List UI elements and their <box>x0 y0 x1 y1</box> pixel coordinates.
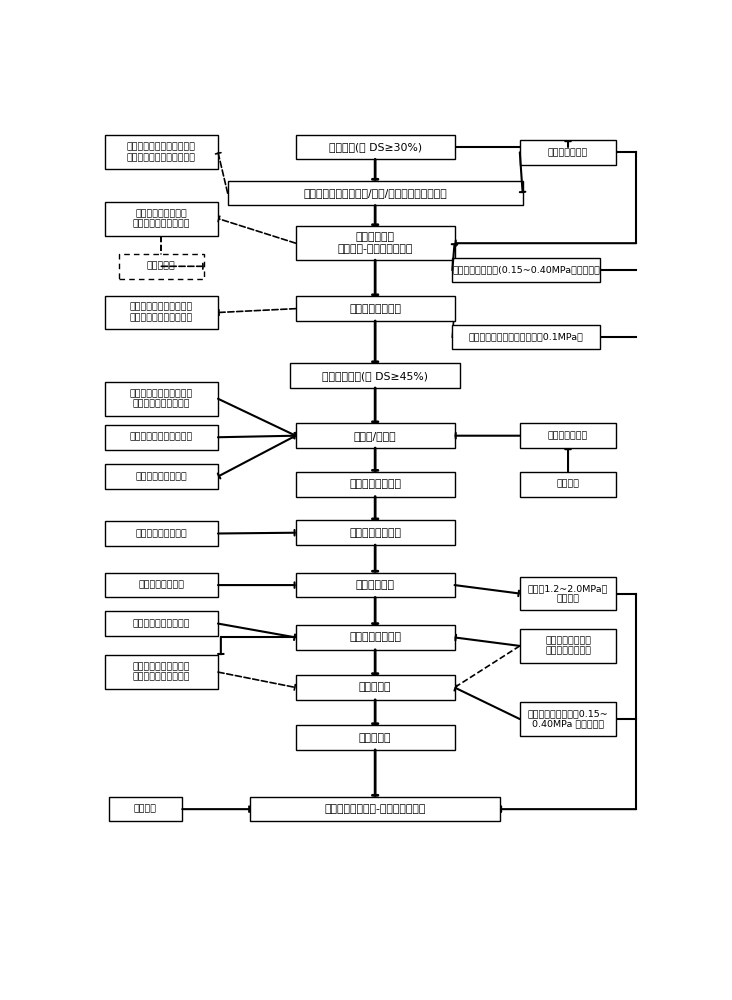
Bar <box>290 363 460 388</box>
Text: 汽轮机出口乏蒸汽(0.15~0.40MPa过热蒸汽）: 汽轮机出口乏蒸汽(0.15~0.40MPa过热蒸汽） <box>452 266 600 275</box>
Text: 汽轮机出口乏蒸汽（0.15~
0.40MPa 过热蒸汽）: 汽轮机出口乏蒸汽（0.15~ 0.40MPa 过热蒸汽） <box>528 709 608 729</box>
Text: 含污冷凝水进集水阱
返回废水处理厂进水口: 含污冷凝水进集水阱 返回废水处理厂进水口 <box>132 209 190 228</box>
Bar <box>520 577 616 610</box>
Text: 干化机夹套出口含水乏蒸汽（0.1MPa）: 干化机夹套出口含水乏蒸汽（0.1MPa） <box>468 333 583 342</box>
Bar <box>250 797 500 821</box>
Bar <box>296 725 455 750</box>
Bar <box>105 202 218 235</box>
Text: 夹套推出的蒸汽冷凝水进集
水阱返回废水处理厂进水口: 夹套推出的蒸汽冷凝水进集 水阱返回废水处理厂进水口 <box>127 143 195 162</box>
Text: 开炉用燃烧机组: 开炉用燃烧机组 <box>548 431 588 440</box>
Text: 部分中轴冷却废热风回用
到多膛炉维持缺氧燃烧: 部分中轴冷却废热风回用 到多膛炉维持缺氧燃烧 <box>130 389 193 408</box>
Bar <box>296 472 455 497</box>
Bar <box>520 472 616 497</box>
Text: 二次炉（后燃室）: 二次炉（后燃室） <box>349 528 401 538</box>
Bar <box>228 181 523 205</box>
Text: 废热蒸汽锅炉: 废热蒸汽锅炉 <box>356 580 395 590</box>
Text: 泥饼输送泵组
（汽轮机-电动机双驱动）: 泥饼输送泵组 （汽轮机-电动机双驱动） <box>337 232 413 254</box>
Bar <box>296 520 455 545</box>
Text: 强制喂料机组(含 DS≥45%): 强制喂料机组(含 DS≥45%) <box>322 371 428 381</box>
Bar <box>105 382 218 416</box>
Text: 生物除臭塔: 生物除臭塔 <box>359 682 392 692</box>
Text: 设置有夹套机构的缓冲/混合/均质多功能污泥贮仓: 设置有夹套机构的缓冲/混合/均质多功能污泥贮仓 <box>303 188 447 198</box>
Text: 辅助燃料: 辅助燃料 <box>556 480 580 489</box>
Bar <box>105 135 218 169</box>
Text: 洗气塔给水（稀碱液）: 洗气塔给水（稀碱液） <box>132 619 190 628</box>
Bar <box>105 655 218 689</box>
Bar <box>520 702 616 736</box>
Text: 鼓风机送入的中轴冷却风: 鼓风机送入的中轴冷却风 <box>130 433 193 442</box>
Bar <box>296 573 455 597</box>
Bar <box>105 464 218 489</box>
Text: 锅炉供水处理装置: 锅炉供水处理装置 <box>138 581 184 590</box>
Bar <box>105 611 218 636</box>
Bar <box>105 573 218 597</box>
Text: 旋风除雾器: 旋风除雾器 <box>359 733 392 743</box>
Bar <box>105 521 218 546</box>
Text: 富裕洗气排水去集水阱
返回废水处理厂进水口: 富裕洗气排水去集水阱 返回废水处理厂进水口 <box>132 662 190 682</box>
Bar <box>452 325 600 349</box>
Bar <box>520 423 616 448</box>
Bar <box>520 140 616 165</box>
Bar <box>105 296 218 329</box>
Text: 进污泥贮仓夹套: 进污泥贮仓夹套 <box>548 148 588 157</box>
Bar <box>452 258 600 282</box>
Text: 污泥补充干化机排出的工
艺尾气（含臭饱和蒸汽）: 污泥补充干化机排出的工 艺尾气（含臭饱和蒸汽） <box>130 303 193 322</box>
Bar <box>296 675 455 700</box>
Bar <box>520 629 616 663</box>
Text: 污泥补充干化装置: 污泥补充干化装置 <box>349 304 401 314</box>
Bar <box>296 423 455 448</box>
Text: 中压（1.2~2.0MPa）
过热蒸汽: 中压（1.2~2.0MPa） 过热蒸汽 <box>528 584 608 603</box>
Bar <box>296 226 455 260</box>
Bar <box>119 254 203 279</box>
Bar <box>108 797 182 821</box>
Text: 污泥输送装置集风
系统来的含臭废气: 污泥输送装置集风 系统来的含臭废气 <box>545 636 591 656</box>
Text: 多膛炉/本体炉: 多膛炉/本体炉 <box>354 431 397 441</box>
Text: 专用洗气塔: 专用洗气塔 <box>147 262 176 271</box>
Bar <box>296 296 455 321</box>
Text: 鼓风机送入的二次风: 鼓风机送入的二次风 <box>135 529 187 538</box>
Text: 原料污泥(含 DS≥30%): 原料污泥(含 DS≥30%) <box>329 142 422 152</box>
Text: 多膛炉烟气洗气塔: 多膛炉烟气洗气塔 <box>349 632 401 642</box>
Bar <box>296 625 455 650</box>
Bar <box>105 425 218 450</box>
Text: 总引风机（汽轮机-电动机双驱动）: 总引风机（汽轮机-电动机双驱动） <box>324 804 426 814</box>
Text: 烟囱排空: 烟囱排空 <box>134 805 157 814</box>
Bar <box>296 135 455 159</box>
Text: 污泥热解工艺尾气: 污泥热解工艺尾气 <box>349 479 401 489</box>
Text: 污泥灰渣去处置场所: 污泥灰渣去处置场所 <box>135 472 187 481</box>
